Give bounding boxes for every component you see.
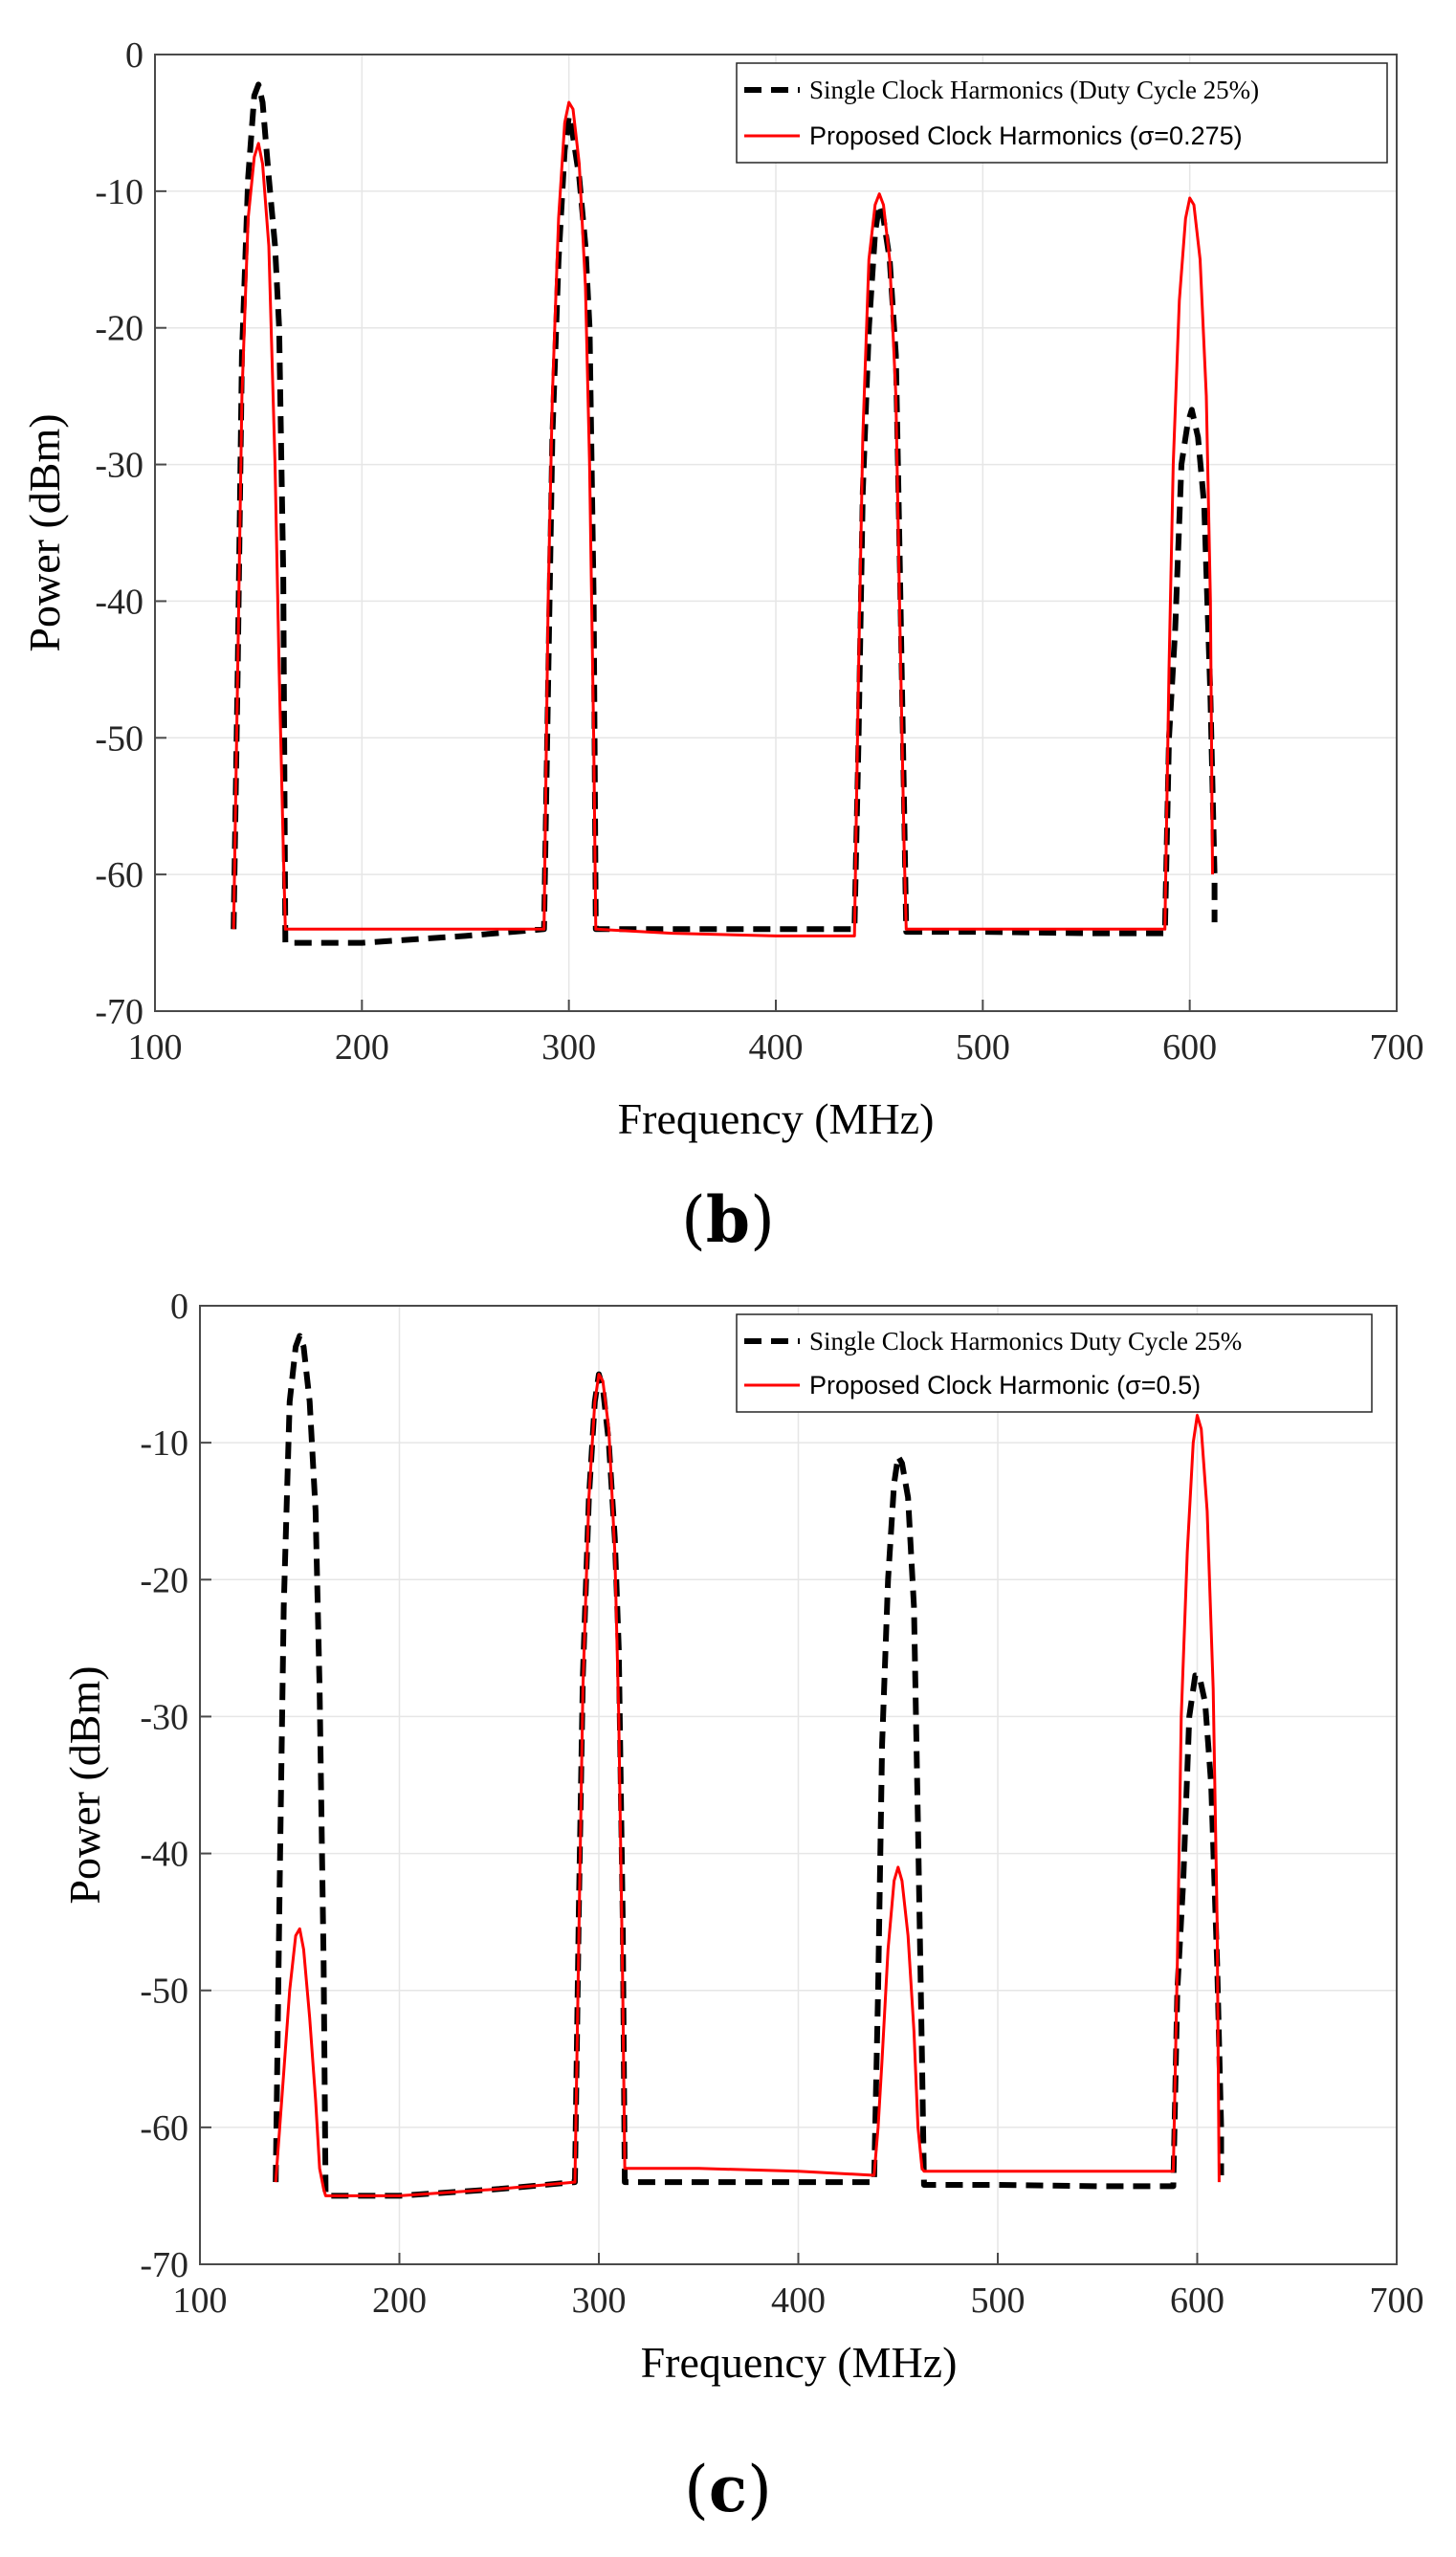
chart-b-y-tick-label: 0	[125, 35, 143, 76]
chart-c-panel-letter: c	[709, 2452, 747, 2526]
chart-b-y-tick-label: -70	[95, 992, 143, 1032]
chart-b-y-ticks: 0 -10 -20 -30 -40 -50 -60 -70	[95, 35, 166, 1032]
chart-b-y-tick-label: -50	[95, 718, 143, 759]
chart-c-y-axis-label: Power (dBm)	[60, 1665, 109, 1904]
chart-panel-c: 100 200 300 400 500 600 700 0 -10 -20 -30 -40 -50 -6…	[60, 1287, 1424, 2526]
chart-b-x-axis-label: Frequency (MHz)	[618, 1094, 935, 1143]
chart-c-legend-box	[736, 1313, 1373, 1413]
chart-c-x-tick-label: 500	[971, 2281, 1026, 2321]
chart-b-grid	[155, 55, 1397, 1011]
chart-b-y-tick-label: -40	[95, 582, 143, 622]
chart-b-y-axis-label: Power (dBm)	[20, 413, 69, 651]
chart-c-x-tick-label: 300	[572, 2281, 627, 2321]
chart-b-x-tick-label: 200	[335, 1027, 389, 1068]
chart-c-y-tick-label: 0	[170, 1287, 188, 1327]
chart-c-x-tick-label: 700	[1370, 2281, 1424, 2321]
chart-b-x-ticks: 100 200 300 400 500 600 700	[128, 1000, 1424, 1068]
chart-c-series-line-proposed-clock	[274, 1373, 1221, 2197]
chart-c-panel-label: (c)	[684, 2452, 772, 2526]
chart-b-legend: Single Clock Harmonics (Duty Cycle 25%) …	[736, 62, 1388, 164]
chart-b-y-tick-label: -60	[95, 855, 143, 895]
chart-c-y-tick-label: -20	[140, 1560, 188, 1600]
chart-c-x-axis-label: Frequency (MHz)	[641, 2338, 958, 2387]
chart-c-y-tick-label: -10	[140, 1423, 188, 1464]
chart-c-x-tick-label: 100	[173, 2281, 228, 2321]
chart-b-legend-label-1: Single Clock Harmonics (Duty Cycle 25%)	[809, 76, 1259, 104]
chart-c-y-tick-label: -50	[140, 1972, 188, 2012]
chart-b-series-line-proposed-clock	[232, 100, 1214, 937]
chart-b-x-tick-label: 500	[956, 1027, 1010, 1068]
chart-b-legend-box	[736, 62, 1388, 164]
chart-c-y-tick-label: -40	[140, 1835, 188, 1875]
chart-c-series-line-single-clock	[273, 1333, 1224, 2199]
chart-c-legend-label-1: Single Clock Harmonics Duty Cycle 25%	[809, 1327, 1242, 1356]
chart-panel-b: 100 200 300 400 500 600 700 0 -10 -20 -30 -40 -50 -6…	[20, 35, 1424, 1257]
chart-c-grid	[200, 1306, 1397, 2264]
chart-c-x-tick-label: 400	[771, 2281, 826, 2321]
chart-c-y-tick-label: -60	[140, 2108, 188, 2149]
chart-b-y-tick-label: -30	[95, 446, 143, 486]
chart-b-x-tick-label: 400	[749, 1027, 804, 1068]
chart-b-x-tick-label: 600	[1162, 1027, 1217, 1068]
chart-c-x-tick-label: 200	[372, 2281, 427, 2321]
chart-b-panel-label: (b)	[681, 1182, 775, 1257]
chart-c-y-ticks: 0 -10 -20 -30 -40 -50 -60 -70	[140, 1287, 211, 2285]
chart-c-legend: Single Clock Harmonics Duty Cycle 25% Pr…	[736, 1313, 1373, 1413]
chart-c-legend-label-2: Proposed Clock Harmonic (σ=0.5)	[809, 1371, 1201, 1400]
chart-c-series	[273, 1333, 1224, 2199]
chart-c-x-tick-label: 600	[1170, 2281, 1224, 2321]
chart-b-panel-letter: b	[706, 1182, 750, 1257]
chart-b-series	[231, 81, 1218, 946]
chart-b-x-tick-label: 300	[541, 1027, 596, 1068]
chart-c-y-tick-label: -30	[140, 1697, 188, 1737]
chart-b-y-tick-label: -10	[95, 172, 143, 212]
chart-b-x-tick-label: 100	[128, 1027, 183, 1068]
chart-b-legend-label-2: Proposed Clock Harmonics (σ=0.275)	[809, 121, 1243, 150]
chart-b-series-line-single-clock	[231, 81, 1218, 946]
chart-c-y-tick-label: -70	[140, 2245, 188, 2285]
chart-b-y-tick-label: -20	[95, 309, 143, 349]
chart-c-x-ticks: 100 200 300 400 500 600 700	[173, 2253, 1424, 2321]
chart-b-x-tick-label: 700	[1370, 1027, 1424, 1068]
